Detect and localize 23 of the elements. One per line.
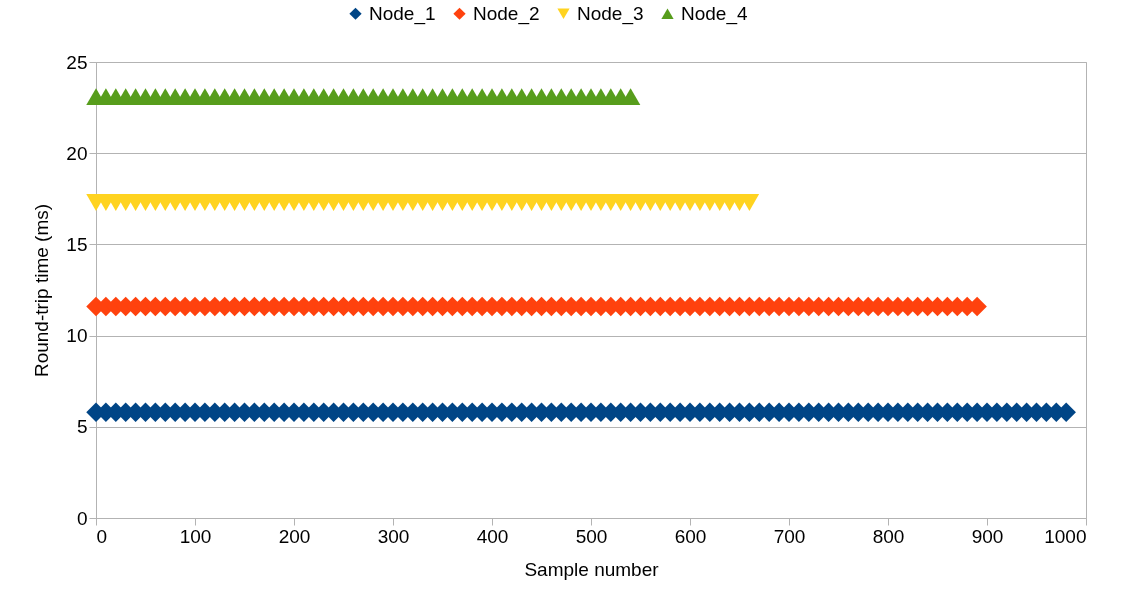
x-tick-label: 300 [377,525,410,547]
x-tick-label: 0 [96,525,108,547]
x-tick-label: 100 [179,525,212,547]
y-tick-label: 10 [66,325,88,347]
y-tick-label: 0 [76,507,88,529]
y-axis-title: Round-trip time (ms) [31,203,53,378]
legend-label: Node_2 [473,2,540,25]
legend-label: Node_1 [369,2,436,25]
y-tick-label: 5 [76,416,88,438]
x-tick-label: 500 [575,525,608,547]
x-tick-label: 800 [872,525,905,547]
x-tick-label: 700 [773,525,806,547]
x-tick-label: 1000 [1044,525,1087,547]
x-axis-title: Sample number [524,558,660,580]
x-tick-label: 900 [971,525,1004,547]
x-tick-label: 200 [278,525,311,547]
y-tick-label: 20 [66,142,88,164]
legend-label: Node_3 [577,2,644,25]
y-tick-label: 15 [66,233,88,255]
x-tick-label: 600 [674,525,707,547]
y-tick-label: 25 [66,51,88,73]
x-tick-label: 400 [476,525,509,547]
legend-label: Node_4 [681,2,748,25]
